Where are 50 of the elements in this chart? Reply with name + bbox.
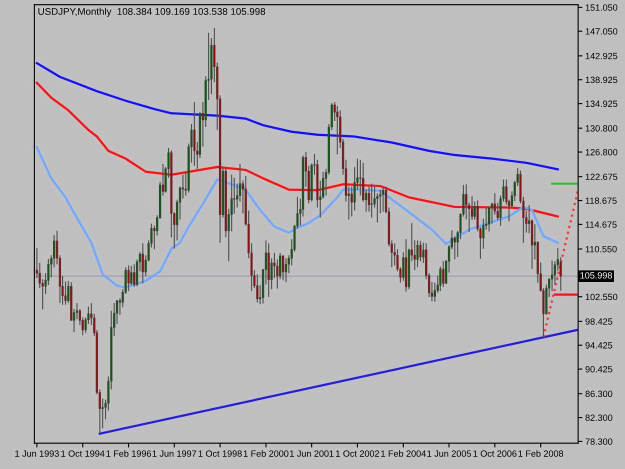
candlestick	[182, 174, 184, 200]
candlestick	[256, 274, 258, 303]
y-tick-label: 78.300	[586, 438, 612, 445]
y-tick-label: 122.675	[586, 174, 618, 180]
x-tick-label: 1 Jun 2005	[427, 450, 471, 457]
y-tick-label: 114.675	[586, 221, 617, 228]
y-tick-label: 126.800	[586, 149, 618, 156]
candlestick	[419, 240, 422, 262]
candlestick	[336, 106, 338, 155]
y-tick-label: 151.050	[586, 4, 618, 11]
candlestick	[133, 264, 136, 288]
x-tick-label: 1 Oct 1998	[198, 450, 242, 457]
candlestick	[442, 260, 444, 288]
y-tick-label: 130.800	[586, 125, 618, 132]
y-tick-label: 102.550	[586, 294, 618, 300]
y-tick-label: 138.925	[586, 76, 618, 84]
line-series	[36, 82, 559, 218]
candlestick	[370, 183, 373, 218]
candlestick	[193, 101, 196, 166]
y-tick-label: 147.050	[586, 28, 618, 35]
x-tick-label: 1 Oct 2002	[336, 450, 380, 457]
y-tick-label: 86.300	[585, 390, 612, 398]
x-tick-label: 1 Feb 2004	[381, 450, 426, 457]
x-tick-label: 1 Feb 1996	[106, 450, 152, 457]
y-tick-label: 82.300	[585, 414, 612, 421]
candlestick	[284, 258, 288, 283]
candlestick	[488, 206, 490, 232]
x-tick-label: 1 Jun 2001	[290, 450, 334, 457]
candlestick	[130, 265, 132, 286]
line-series	[36, 62, 559, 170]
ref-line-label: 105.998	[580, 272, 612, 279]
y-tick-label: 118.675	[586, 197, 617, 204]
chart-title: USDJPY,Monthly 108.384 109.169 103.538 105.998	[38, 8, 266, 17]
y-tick-label: 90.425	[585, 366, 612, 372]
y-tick-label: 98.425	[585, 318, 612, 325]
candlestick	[282, 254, 284, 281]
candlestick	[127, 264, 130, 292]
candlestick	[142, 242, 144, 284]
x-tick-label: 1 Oct 1994	[61, 450, 105, 457]
candlestick	[382, 186, 384, 212]
x-tick-label: 1 Jun 1993	[15, 450, 59, 457]
y-tick-label: 94.425	[585, 342, 612, 349]
candlestick	[416, 240, 419, 268]
x-tick-label: 1 Oct 2006	[473, 450, 517, 457]
y-tick-label: 142.925	[586, 52, 618, 60]
x-tick-label: 1 Jun 1997	[152, 450, 196, 457]
x-tick-label: 1 Feb 2008	[518, 450, 564, 457]
y-tick-label: 110.550	[586, 246, 617, 252]
y-tick-label: 134.925	[586, 100, 618, 107]
x-tick-label: 1 Feb 2000	[244, 450, 288, 457]
